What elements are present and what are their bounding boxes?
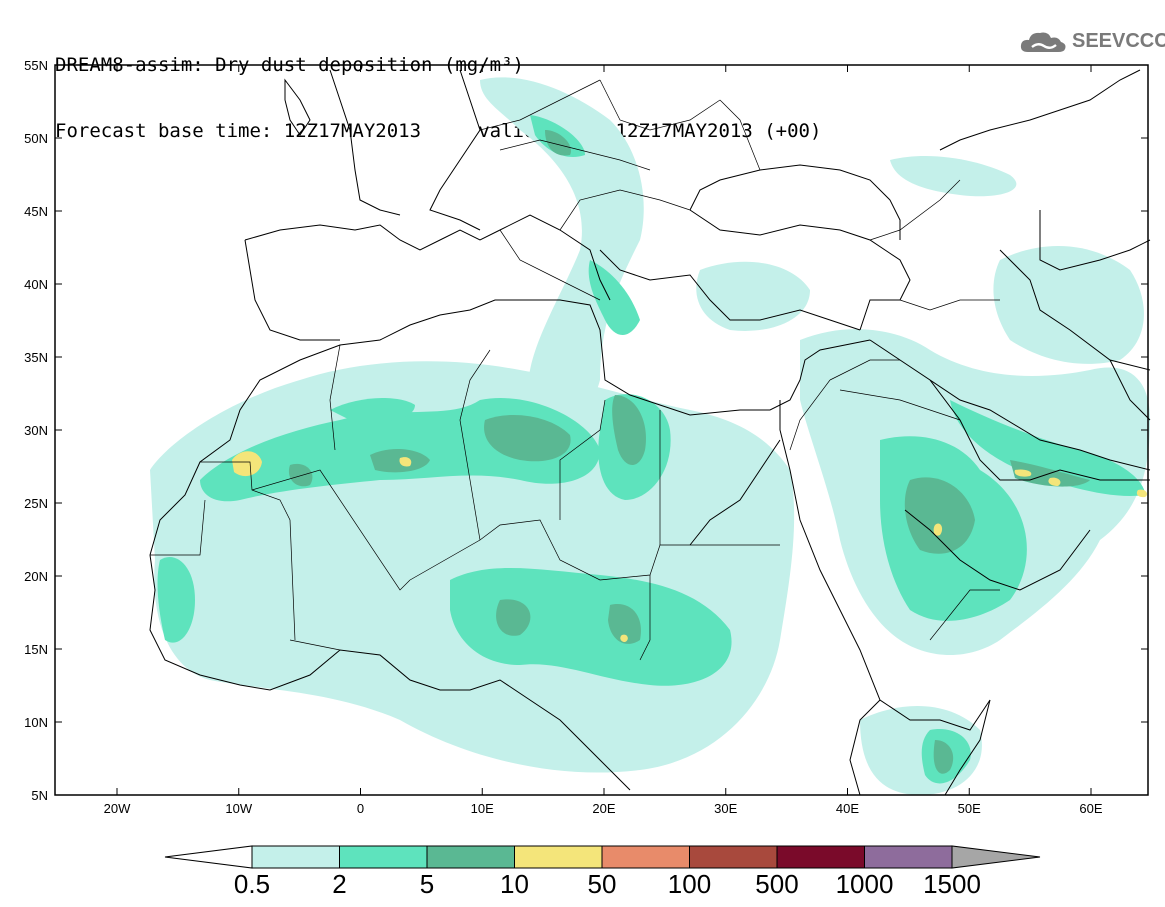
colorbar [164,845,1041,869]
colorbar-label: 2 [332,869,347,899]
dust-field-peak [232,451,1148,642]
colorbar-segment [601,845,690,869]
colorbar-segment [864,845,953,869]
lon-label: 0 [357,801,364,816]
logo-text: SEEVCCC [1072,29,1165,52]
lat-label: 5N [31,788,48,803]
lat-label: 15N [24,642,48,657]
colorbar-label: 1000 [835,869,894,899]
lon-label: 10E [471,801,494,816]
lon-label: 50E [958,801,981,816]
colorbar-over-arrow [951,845,1041,869]
colorbar-under-arrow [164,845,253,869]
colorbar-segment [251,845,340,869]
colorbar-segment [339,845,428,869]
colorbar-segment [776,845,865,869]
colorbar-label: 1500 [923,869,981,899]
lon-label: 30E [714,801,737,816]
coastlines [149,69,1151,796]
colorbar-label: 100 [667,869,712,899]
colorbar-label: 0.5 [233,869,271,899]
seevccc-logo: SEEVCCC [1018,28,1165,54]
lat-label: 30N [24,423,48,438]
lon-label: 60E [1079,801,1102,816]
colorbar-label: 5 [419,869,435,899]
colorbar-segment [514,845,603,869]
lon-label: 20W [104,801,131,816]
longitude-axis: 20W 10W 0 10E 20E 30E 40E 50E 60E [104,65,1103,816]
country-borders [150,79,1000,661]
lon-label: 10W [225,801,252,816]
colorbar-label: 50 [587,869,617,899]
colorbar-segment [426,845,515,869]
colorbar-segment [689,845,778,869]
lat-label: 25N [24,496,48,511]
lat-label: 20N [24,569,48,584]
lat-label: 50N [24,131,48,146]
lat-label: 45N [24,204,48,219]
cloud-icon [1020,32,1066,52]
lat-label: 40N [24,277,48,292]
latitude-axis: 55N 50N 45N 40N 35N 30N 25N 20N 15N 10N 5N [24,58,1148,803]
colorbar-label: 10 [500,869,529,899]
lat-label: 10N [24,715,48,730]
lat-label: 55N [24,58,48,73]
lon-label: 20E [592,801,615,816]
dust-field-heavy [288,130,1090,774]
lon-label: 40E [836,801,859,816]
lat-label: 35N [24,350,48,365]
colorbar-label: 500 [755,869,799,899]
